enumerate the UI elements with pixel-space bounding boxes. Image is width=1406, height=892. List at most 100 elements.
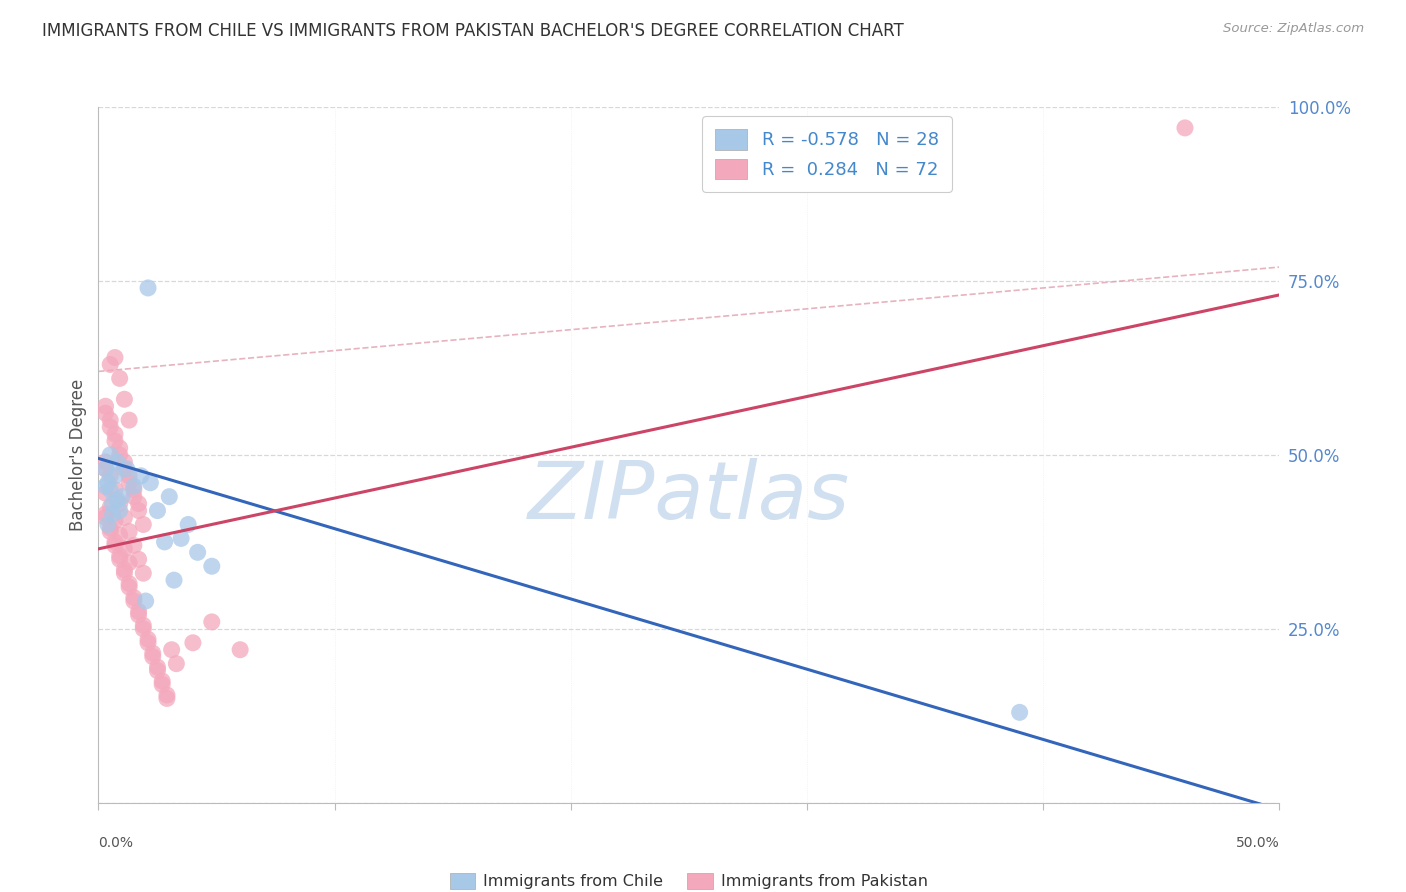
- Point: [122, 594, 145, 608]
- Point: [128, 503, 150, 517]
- Point: [97, 475, 120, 490]
- Point: [108, 448, 131, 462]
- Point: [156, 688, 179, 702]
- Point: [122, 490, 145, 504]
- Point: [112, 566, 135, 581]
- Point: [104, 535, 127, 549]
- Point: [128, 607, 150, 622]
- Point: [165, 657, 187, 671]
- Point: [94, 479, 117, 493]
- Point: [128, 605, 150, 619]
- Text: ZIPatlas: ZIPatlas: [527, 458, 851, 536]
- Point: [177, 517, 200, 532]
- Point: [170, 532, 193, 546]
- Point: [98, 521, 121, 535]
- Point: [108, 497, 131, 511]
- Point: [98, 468, 121, 483]
- Point: [156, 691, 179, 706]
- Point: [142, 646, 165, 660]
- Point: [122, 538, 145, 552]
- Point: [201, 559, 224, 574]
- Point: [118, 524, 141, 539]
- Point: [122, 479, 145, 493]
- Point: [94, 406, 117, 420]
- Point: [94, 462, 117, 476]
- Y-axis label: Bachelor's Degree: Bachelor's Degree: [69, 379, 87, 531]
- Point: [112, 541, 135, 556]
- Point: [94, 507, 117, 521]
- Point: [108, 371, 131, 385]
- Point: [104, 538, 127, 552]
- Point: [146, 503, 169, 517]
- Point: [94, 455, 117, 469]
- Point: [94, 486, 117, 500]
- Point: [128, 497, 150, 511]
- Point: [128, 552, 150, 566]
- Point: [229, 642, 252, 657]
- Point: [98, 448, 121, 462]
- Point: [163, 573, 186, 587]
- Point: [112, 563, 135, 577]
- Point: [136, 632, 159, 647]
- Point: [160, 642, 183, 657]
- Point: [98, 413, 121, 427]
- Point: [105, 455, 128, 469]
- Point: [98, 420, 121, 434]
- Point: [104, 351, 127, 365]
- Point: [132, 618, 155, 632]
- Point: [112, 455, 135, 469]
- Point: [118, 413, 141, 427]
- Point: [118, 468, 141, 483]
- Point: [97, 517, 120, 532]
- Point: [98, 500, 121, 514]
- Point: [105, 493, 128, 508]
- Point: [104, 427, 127, 442]
- Text: Source: ZipAtlas.com: Source: ZipAtlas.com: [1223, 22, 1364, 36]
- Point: [112, 462, 135, 476]
- Point: [115, 462, 138, 476]
- Point: [112, 392, 135, 407]
- Point: [157, 490, 180, 504]
- Point: [153, 535, 176, 549]
- Point: [1008, 706, 1031, 720]
- Text: 0.0%: 0.0%: [98, 836, 134, 850]
- Point: [146, 660, 169, 674]
- Point: [132, 517, 155, 532]
- Point: [104, 514, 127, 528]
- Point: [108, 552, 131, 566]
- Point: [104, 434, 127, 448]
- Point: [118, 556, 141, 570]
- Point: [94, 510, 117, 524]
- Point: [101, 507, 124, 521]
- Point: [111, 490, 134, 504]
- Point: [135, 594, 157, 608]
- Point: [150, 674, 173, 689]
- Text: 50.0%: 50.0%: [1236, 836, 1279, 850]
- Point: [142, 649, 165, 664]
- Point: [122, 591, 145, 605]
- Point: [118, 576, 141, 591]
- Point: [98, 524, 121, 539]
- Point: [104, 483, 127, 497]
- Point: [132, 566, 155, 581]
- Point: [146, 664, 169, 678]
- Point: [118, 580, 141, 594]
- Point: [181, 636, 204, 650]
- Text: IMMIGRANTS FROM CHILE VS IMMIGRANTS FROM PAKISTAN BACHELOR'S DEGREE CORRELATION : IMMIGRANTS FROM CHILE VS IMMIGRANTS FROM…: [42, 22, 904, 40]
- Point: [201, 615, 224, 629]
- Point: [101, 497, 124, 511]
- Point: [108, 528, 131, 542]
- Point: [136, 281, 159, 295]
- Point: [1174, 120, 1197, 135]
- Point: [108, 549, 131, 563]
- Point: [136, 636, 159, 650]
- Legend: Immigrants from Chile, Immigrants from Pakistan: Immigrants from Chile, Immigrants from P…: [443, 866, 935, 892]
- Point: [94, 399, 117, 413]
- Point: [139, 475, 162, 490]
- Point: [112, 510, 135, 524]
- Point: [108, 441, 131, 455]
- Point: [104, 468, 127, 483]
- Point: [98, 358, 121, 372]
- Point: [150, 677, 173, 691]
- Point: [187, 545, 209, 559]
